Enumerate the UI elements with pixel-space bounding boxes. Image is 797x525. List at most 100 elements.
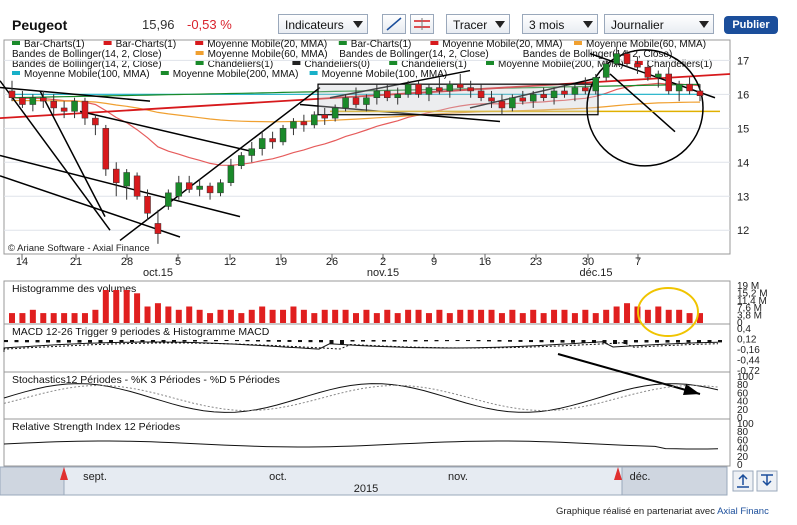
volume-bar [61, 313, 68, 323]
legend-swatch [12, 71, 20, 75]
navigator-year-label: 2015 [354, 483, 378, 495]
macd-histogram-bar [319, 340, 323, 343]
stock-chart: Bar-Charts(1) Bar-Charts(1) Moyenne Mobile… [0, 39, 778, 496]
period-select[interactable]: 3 mois [522, 14, 598, 34]
volume-bar [259, 306, 266, 323]
volume-bar [19, 313, 26, 323]
horizontal-line-tool-button[interactable] [410, 14, 434, 34]
macd-histogram-bar [235, 340, 239, 342]
volume-bar [40, 313, 47, 323]
watermark: © Ariane Software - Axial Finance [8, 243, 150, 254]
trendline-tool-button[interactable] [382, 14, 406, 34]
legend-entry: Chandeliers(1) [647, 59, 713, 70]
macd-histogram-bar [77, 340, 82, 343]
highlight-circle [586, 49, 704, 167]
macd-histogram-bar [434, 340, 439, 342]
panel-tick-label: 0 [737, 460, 743, 471]
volume-bar [457, 309, 464, 323]
interval-select[interactable]: Journalier [604, 14, 714, 34]
volume-bar [217, 309, 224, 323]
macd-histogram-bar [224, 340, 229, 342]
candle-body [686, 83, 693, 92]
macd-histogram-bar [256, 340, 260, 342]
indicators-label: Indicateurs [285, 18, 344, 32]
legend-entry: Moyenne Mobile(100, MMA) [322, 69, 448, 80]
legend-swatch [103, 41, 112, 45]
price-tick-label: 17 [737, 55, 749, 67]
trendline [0, 80, 111, 231]
macd-histogram-bar [350, 340, 355, 342]
panel-tick-label: 80 [737, 380, 749, 391]
volume-bar [144, 306, 151, 323]
macd-histogram-bar [140, 340, 145, 343]
legend-entry: Moyenne Mobile(20, MMA) [207, 39, 327, 50]
volume-bar [624, 303, 631, 323]
macd-histogram-bar [592, 340, 596, 344]
macd-histogram-bar [655, 340, 659, 343]
candle-body [456, 83, 464, 88]
navigator-month-label: sept. [83, 471, 107, 483]
publish-button[interactable]: Publier [724, 16, 778, 34]
panel-tick-label: 100 [737, 372, 754, 383]
macd-histogram-bar [424, 340, 428, 342]
candle-body [227, 165, 235, 183]
candle-body [144, 196, 151, 214]
volume-bar [415, 309, 422, 323]
trendline [0, 175, 181, 238]
price-tick-label: 14 [737, 157, 749, 169]
trendline [609, 73, 676, 133]
candle-body [352, 97, 360, 105]
price-tick-label: 15 [737, 123, 749, 135]
volume-bar [175, 309, 182, 323]
candle-body [196, 185, 203, 190]
volume-bar [686, 313, 693, 323]
macd-histogram-bar [371, 340, 376, 342]
macd-histogram-bar [298, 340, 302, 343]
macd-histogram-bar [266, 340, 271, 342]
volume-bar [655, 306, 662, 323]
candle-body [92, 117, 99, 126]
volume-bar [676, 309, 683, 323]
panel-tick-label: 20 [737, 452, 749, 463]
volume-bar [227, 309, 234, 323]
date-tick-label: 19 [275, 256, 287, 268]
volume-bar [551, 309, 558, 323]
macd-histogram-bar [119, 340, 124, 343]
candle-body [404, 83, 412, 95]
stoch-k-line [3, 383, 719, 413]
candle-body [165, 192, 172, 207]
macd-histogram-bar [214, 340, 218, 342]
trendline [79, 110, 256, 153]
volume-bar [353, 313, 359, 323]
period-value: 3 mois [529, 18, 565, 32]
legend-entry: Moyenne Mobile(60, MMA) [586, 39, 706, 50]
legend-swatch [195, 41, 204, 45]
rsi-line [3, 440, 719, 450]
trendline [119, 86, 321, 242]
draw-dropdown[interactable]: Tracer [446, 14, 510, 34]
legend-entry: Moyenne Mobile(200, MMA) [173, 69, 299, 80]
volume-bar [373, 313, 380, 323]
macd-histogram-bar [193, 340, 197, 342]
annotation-arrow-head [683, 384, 700, 395]
macd-histogram-bar [634, 340, 638, 343]
indicators-dropdown[interactable]: Indicateurs [278, 14, 368, 34]
toolbar: Peugeot 15,96 -0,53 % Indicateurs Tracer… [0, 0, 797, 38]
date-tick-label: 9 [431, 256, 437, 268]
volume-bar [269, 309, 276, 323]
macd-histogram-bar [88, 340, 92, 343]
credit-brand[interactable]: Axial Financ [717, 506, 769, 517]
macd-histogram-bar [403, 340, 407, 342]
volume-bar [92, 309, 99, 323]
macd-histogram-bar [623, 340, 628, 344]
annotation-arrow-line [557, 353, 701, 395]
macd-panel-title: MACD 12-26 Trigger 9 periodes & Histogra… [12, 326, 270, 338]
macd-histogram-bar [361, 340, 365, 342]
macd-histogram-bar [161, 340, 166, 343]
legend-swatch [634, 61, 643, 65]
macd-histogram-bar [508, 340, 512, 342]
volume-bar [478, 309, 485, 323]
candle-body [290, 121, 297, 129]
candle-body [238, 155, 245, 166]
candle-body [540, 94, 547, 98]
